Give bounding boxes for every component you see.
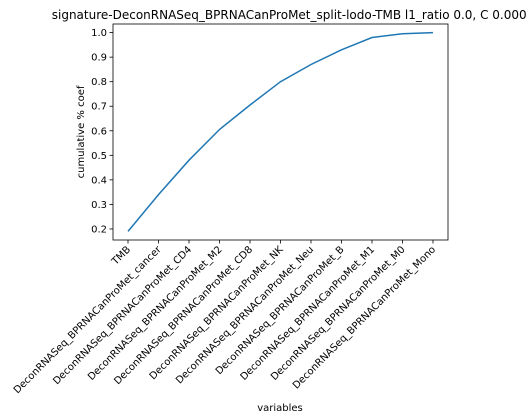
y-tick-label: 0.9 bbox=[91, 53, 107, 64]
y-tick-label: 0.3 bbox=[91, 200, 107, 211]
y-tick-label: 0.8 bbox=[91, 77, 107, 88]
y-tick-label: 1.0 bbox=[91, 28, 107, 39]
y-tick-label: 0.7 bbox=[91, 102, 107, 113]
x-tick-label: DeconRNASeq_BPRNACanProMet_Mono bbox=[291, 244, 438, 391]
x-tick-label: DeconRNASeq_BPRNACanProMet_CD4 bbox=[51, 244, 194, 387]
series-line bbox=[127, 31, 434, 232]
y-tick-label: 0.4 bbox=[91, 175, 107, 186]
y-tick-label: 0.5 bbox=[91, 151, 107, 162]
y-axis: 0.2 0.3 0.4 0.5 0.6 0.7 0.8 0.9 1.0 bbox=[91, 28, 113, 235]
y-axis-label: cumulative % coef bbox=[76, 85, 87, 178]
chart-title: signature-DeconRNASeq_BPRNACanProMet_spl… bbox=[52, 8, 528, 22]
y-tick-label: 0.2 bbox=[91, 224, 107, 235]
plot-area-frame bbox=[112, 23, 449, 241]
x-axis: TMBDeconRNASeq_BPRNACanProMet_cancerDeco… bbox=[12, 240, 438, 396]
x-axis-label: variables bbox=[257, 403, 303, 414]
y-tick-label: 0.6 bbox=[91, 126, 107, 137]
x-tick-label: TMB bbox=[109, 244, 133, 268]
